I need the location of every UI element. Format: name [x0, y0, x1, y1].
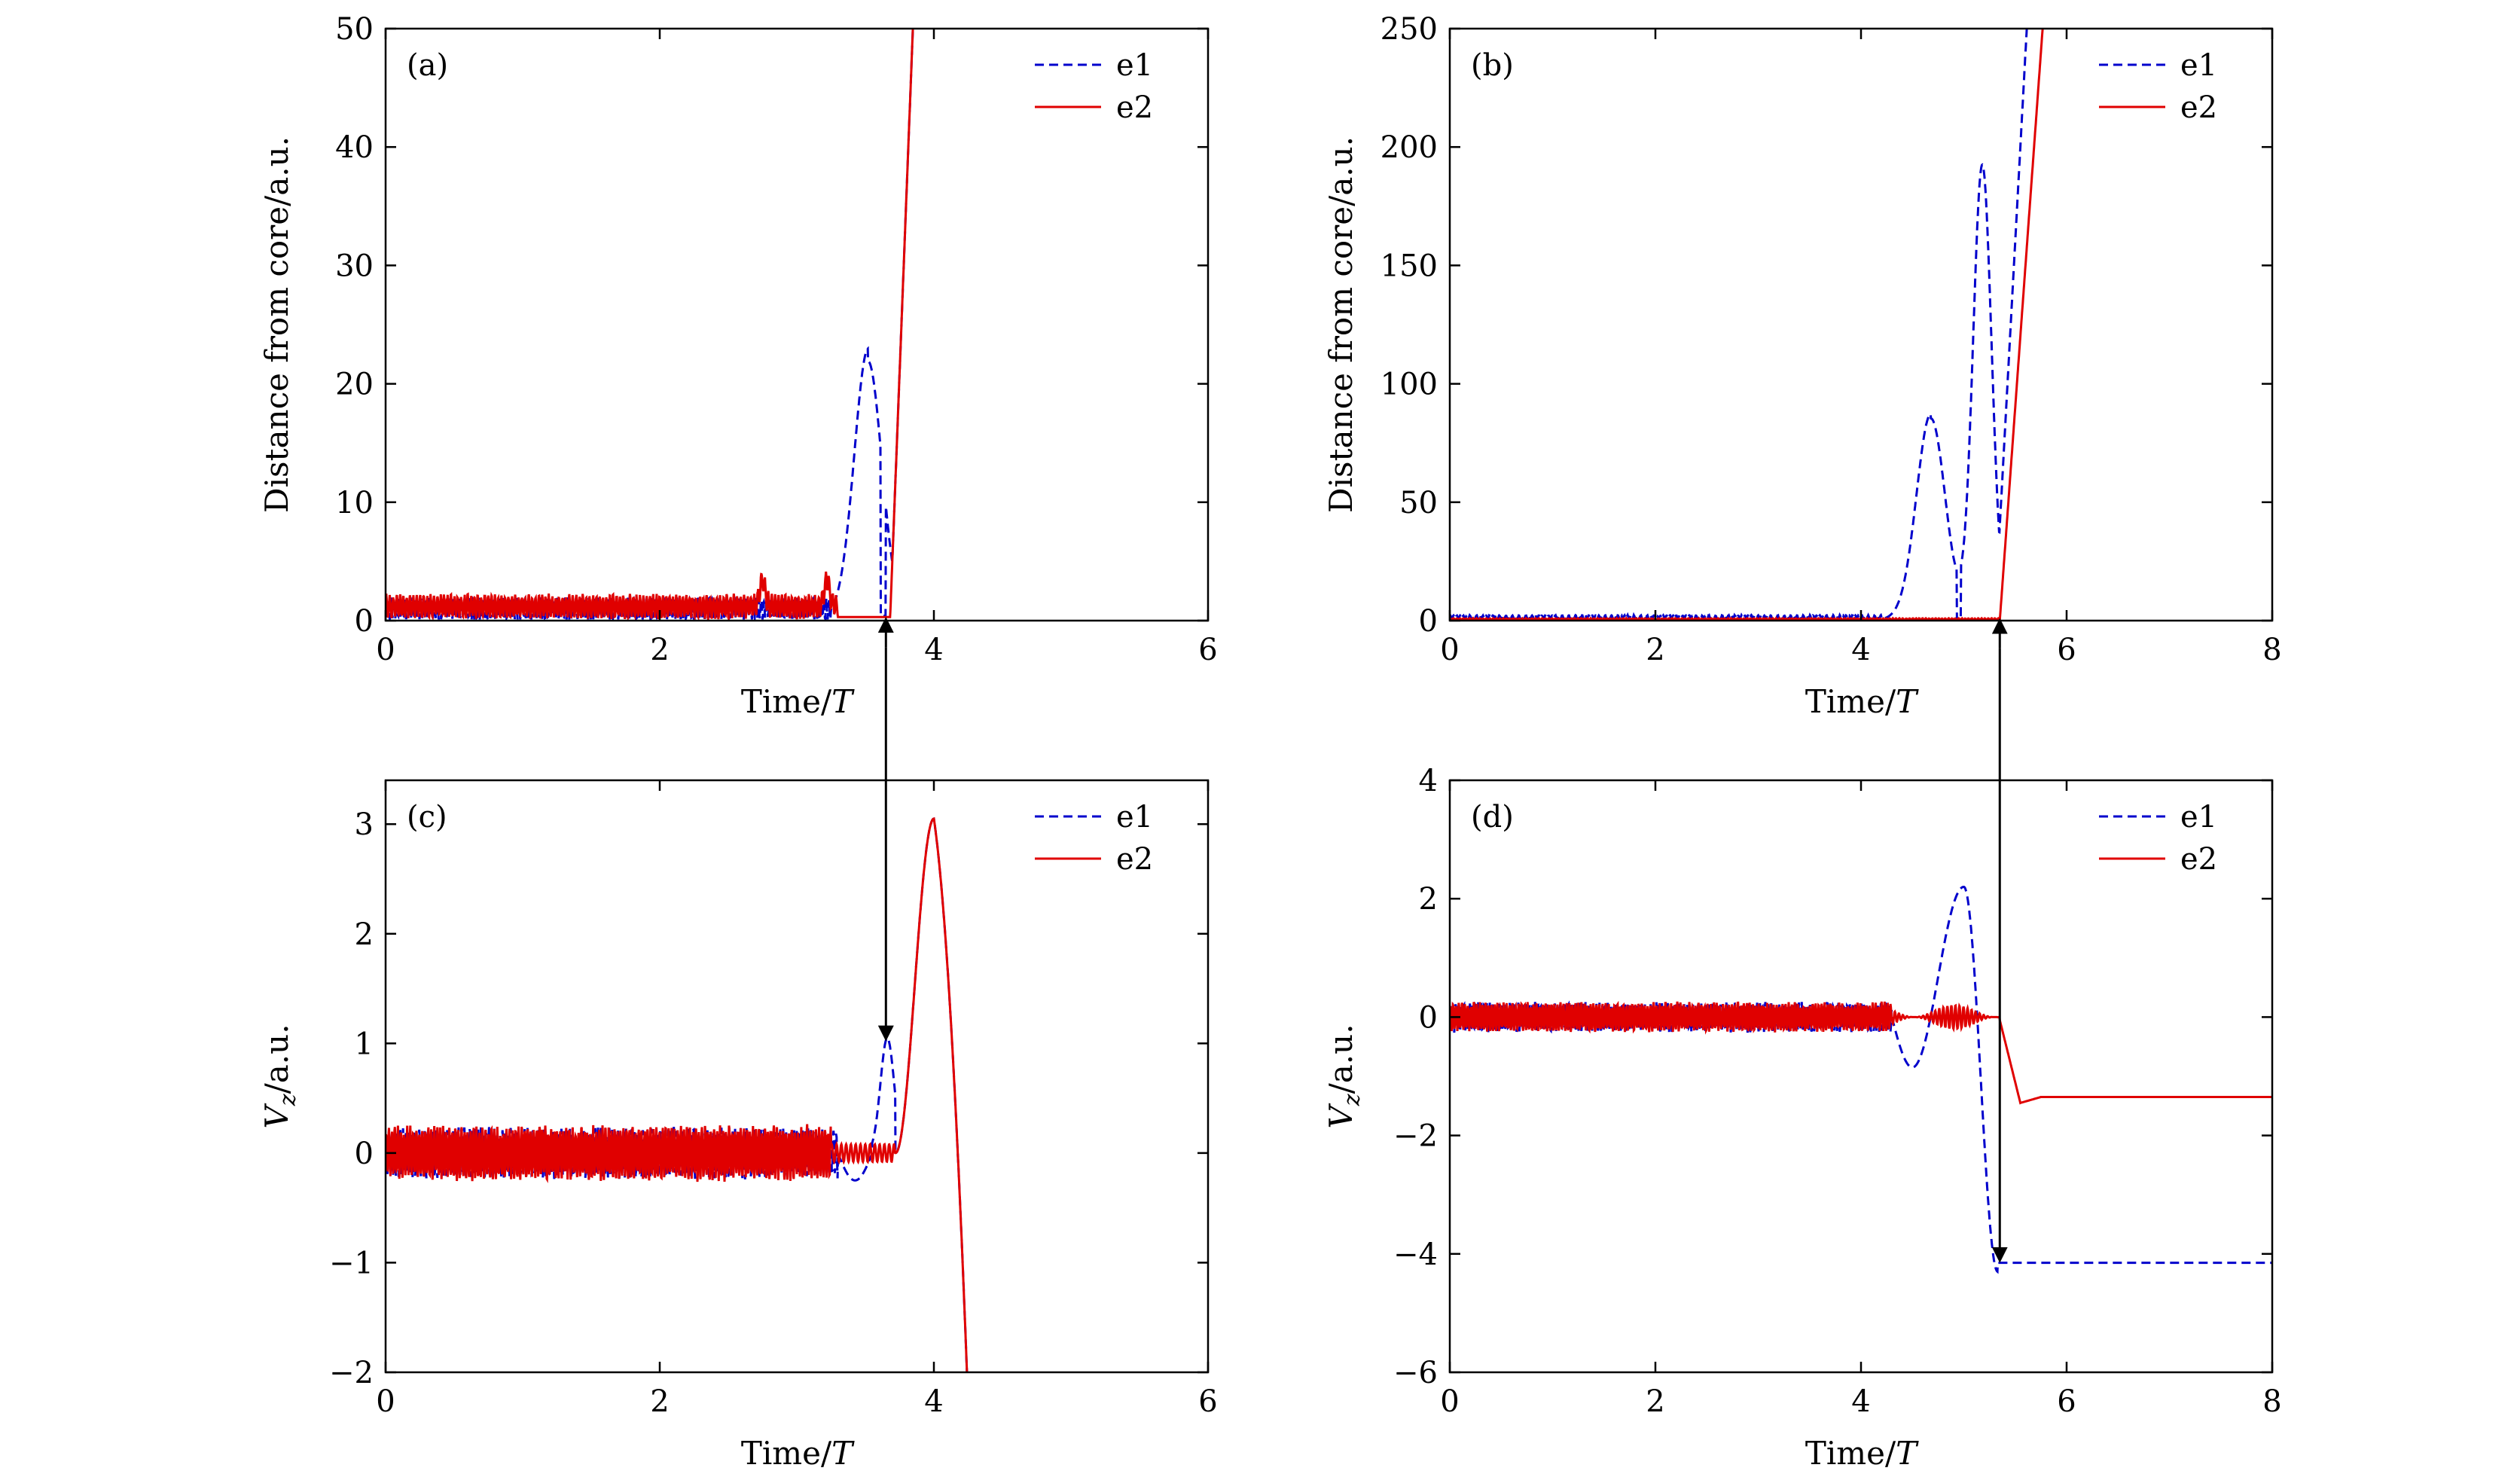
series-line-e2 — [1450, 29, 2044, 621]
y-tick-label: 0 — [355, 604, 374, 639]
y-tick-label: 0 — [355, 1137, 374, 1171]
x-tick-label: 4 — [924, 1384, 943, 1419]
y-tick-label: 3 — [355, 807, 374, 842]
series-line-e2 — [386, 29, 914, 621]
x-tick-label: 2 — [650, 1384, 669, 1419]
chart-panel-b: 0 2 4 6 8 0 50 100 150 200 250 Time/T Distance from … — [1323, 12, 2282, 720]
y-tick-label: −4 — [1393, 1237, 1438, 1272]
y-tick-label: 100 — [1381, 368, 1438, 402]
y-tick-label: 2 — [355, 917, 374, 952]
legend-label-e1: e1 — [1116, 800, 1153, 835]
x-tick-label: 6 — [1198, 633, 1217, 667]
x-axis-label: Time/T — [741, 683, 855, 720]
plot-frame — [384, 779, 1210, 1374]
y-tick-label: 2 — [1419, 882, 1438, 917]
x-tick-label: 8 — [2262, 1384, 2281, 1419]
y-axis-label: Vz/a.u. — [1323, 1024, 1365, 1128]
legend-label-e2: e2 — [1116, 842, 1153, 877]
y-tick-label: 200 — [1381, 130, 1438, 165]
chart-panel-a: 0 2 4 6 0 10 20 30 40 50 Time/T Distance from core/… — [258, 12, 1218, 720]
plot-frame — [1448, 779, 2274, 1374]
x-tick-label: 0 — [1440, 1384, 1459, 1419]
y-tick-label: −1 — [329, 1246, 374, 1280]
chart-panel-c: 0 2 4 6 −2 −1 0 1 2 3 Time/T Vz/a.u. (c) e1 e2 — [258, 779, 1218, 1472]
y-tick-label: 4 — [1419, 764, 1438, 798]
x-tick-label: 6 — [2057, 1384, 2076, 1419]
y-axis-label: Vz/a.u. — [258, 1024, 301, 1128]
y-tick-label: 20 — [335, 368, 374, 402]
y-tick-label: 0 — [1419, 604, 1438, 639]
x-tick-label: 4 — [924, 633, 943, 667]
plot-frame — [384, 27, 1210, 622]
panel-label: (b) — [1471, 48, 1514, 83]
legend-label-e1: e1 — [1116, 48, 1153, 83]
y-tick-label: −6 — [1393, 1356, 1438, 1390]
x-tick-label: 4 — [1851, 1384, 1870, 1419]
series-line-e2 — [1450, 1000, 2272, 1105]
x-tick-label: 6 — [2057, 633, 2076, 667]
y-tick-label: 50 — [335, 12, 374, 47]
series-line-e1 — [386, 817, 969, 1372]
x-axis-label: Time/T — [1805, 1435, 1919, 1472]
y-axis-label: Distance from core/a.u. — [1323, 136, 1359, 513]
y-tick-label: 40 — [335, 130, 374, 165]
legend-label-e2: e2 — [1116, 90, 1153, 125]
x-tick-label: 2 — [650, 633, 669, 667]
legend-label-e1: e1 — [2180, 48, 2217, 83]
panel-label: (a) — [407, 48, 448, 83]
legend-label-e2: e2 — [2180, 842, 2217, 877]
y-tick-label: 50 — [1399, 486, 1438, 520]
y-tick-label: −2 — [329, 1356, 374, 1390]
chart-panel-d: 0 2 4 6 8 −6 −4 −2 0 2 4 Time/T Vz/a.u. (d) e1 e2 — [1323, 764, 2282, 1472]
y-tick-label: 30 — [335, 249, 374, 283]
panel-label: (c) — [407, 800, 447, 835]
plot-frame — [1448, 27, 2274, 622]
legend-label-e1: e1 — [2180, 800, 2217, 835]
x-tick-label: 6 — [1198, 1384, 1217, 1419]
x-tick-label: 4 — [1851, 633, 1870, 667]
x-tick-label: 0 — [376, 633, 395, 667]
y-tick-label: 1 — [355, 1027, 374, 1061]
series-line-e1 — [1450, 29, 2028, 621]
y-tick-label: −2 — [1393, 1119, 1438, 1154]
y-tick-label: 250 — [1381, 12, 1438, 47]
x-axis-label: Time/T — [1805, 683, 1919, 720]
y-tick-label: 0 — [1419, 1000, 1438, 1035]
panel-label: (d) — [1471, 800, 1514, 835]
x-axis-label: Time/T — [741, 1435, 855, 1472]
x-tick-label: 0 — [1440, 633, 1459, 667]
x-tick-label: 8 — [2262, 633, 2281, 667]
y-axis-label: Distance from core/a.u. — [258, 136, 295, 513]
x-tick-label: 2 — [1646, 633, 1664, 667]
series-line-e1 — [1450, 886, 2272, 1274]
legend-label-e2: e2 — [2180, 90, 2217, 125]
y-tick-label: 150 — [1381, 249, 1438, 283]
x-tick-label: 2 — [1646, 1384, 1664, 1419]
series-line-e2 — [386, 817, 969, 1372]
x-tick-label: 0 — [376, 1384, 395, 1419]
y-tick-label: 10 — [335, 486, 374, 520]
